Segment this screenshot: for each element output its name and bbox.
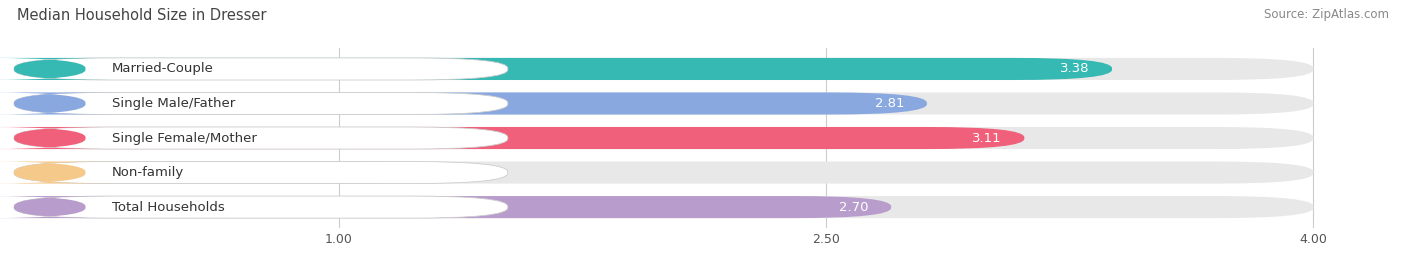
FancyBboxPatch shape <box>0 127 111 149</box>
Text: 2.81: 2.81 <box>875 97 904 110</box>
FancyBboxPatch shape <box>14 58 508 80</box>
Text: Married-Couple: Married-Couple <box>111 62 214 76</box>
FancyBboxPatch shape <box>0 92 111 114</box>
Text: 2.70: 2.70 <box>839 200 869 214</box>
Text: Single Female/Mother: Single Female/Mother <box>111 132 256 144</box>
FancyBboxPatch shape <box>14 127 508 149</box>
FancyBboxPatch shape <box>14 127 1313 149</box>
Text: 3.11: 3.11 <box>972 132 1001 144</box>
FancyBboxPatch shape <box>14 127 1025 149</box>
FancyBboxPatch shape <box>0 162 111 184</box>
FancyBboxPatch shape <box>14 58 1112 80</box>
FancyBboxPatch shape <box>14 196 1313 218</box>
Text: Source: ZipAtlas.com: Source: ZipAtlas.com <box>1264 8 1389 21</box>
FancyBboxPatch shape <box>0 196 111 218</box>
FancyBboxPatch shape <box>14 196 508 218</box>
FancyBboxPatch shape <box>14 92 927 114</box>
Text: Median Household Size in Dresser: Median Household Size in Dresser <box>17 8 266 23</box>
Text: Non-family: Non-family <box>111 166 184 179</box>
FancyBboxPatch shape <box>14 162 450 184</box>
FancyBboxPatch shape <box>14 196 891 218</box>
Text: Total Households: Total Households <box>111 200 225 214</box>
FancyBboxPatch shape <box>14 162 1313 184</box>
Text: 3.38: 3.38 <box>1060 62 1090 76</box>
FancyBboxPatch shape <box>14 92 1313 114</box>
FancyBboxPatch shape <box>14 92 508 114</box>
FancyBboxPatch shape <box>14 58 1313 80</box>
FancyBboxPatch shape <box>14 162 508 184</box>
FancyBboxPatch shape <box>0 58 111 80</box>
Text: 1.34: 1.34 <box>396 166 426 179</box>
Text: Single Male/Father: Single Male/Father <box>111 97 235 110</box>
